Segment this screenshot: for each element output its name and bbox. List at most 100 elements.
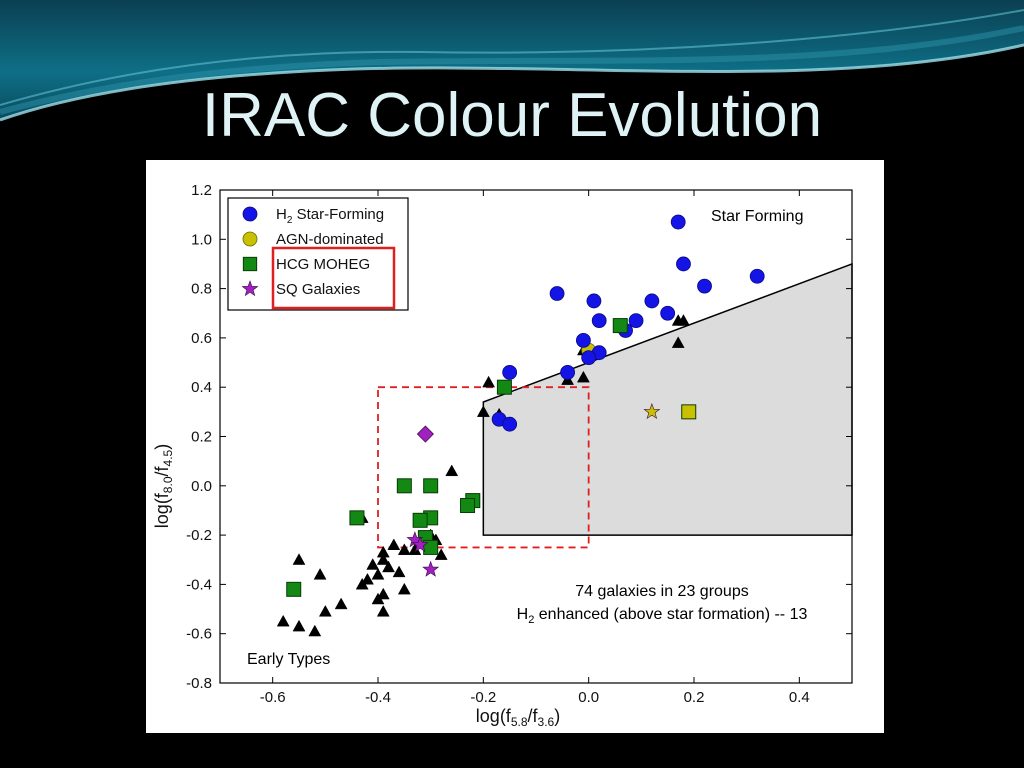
y-axis-title-sub2: 4.5 xyxy=(161,449,175,466)
legend-label: SQ Galaxies xyxy=(276,281,360,298)
early-types-point xyxy=(576,370,590,383)
early-types-point xyxy=(476,405,490,417)
sq-galaxies-point xyxy=(411,536,429,553)
axes-layer: -0.6 -0.4 -0.2 0.0 0.2 0.4 1.2 1.0 0.8 0.6 0.4 0.2 0… xyxy=(186,182,853,706)
hcg-moheg-point xyxy=(286,581,302,597)
y-tick-label: -0.8 xyxy=(186,675,212,692)
h2-star-forming-point xyxy=(749,268,765,284)
hcg-moheg-point xyxy=(349,510,365,526)
h2-star-forming-point xyxy=(591,313,607,329)
h2-enhanced-note-main: H xyxy=(517,606,529,623)
legend-label-main: H xyxy=(276,206,287,223)
x-axis-title-main: log(f xyxy=(476,706,512,726)
y-tick-label: 0.0 xyxy=(191,478,212,495)
x-axis-title: log(f5.8/f3.6) xyxy=(476,706,560,729)
early-types-point xyxy=(387,538,401,551)
x-tick-label: 0.2 xyxy=(684,689,705,706)
early-types-annotation: Early Types xyxy=(247,651,330,668)
header-wave-band xyxy=(0,0,1024,122)
region-layer xyxy=(377,262,853,549)
h2-star-forming-point xyxy=(502,416,518,432)
x-tick-label: -0.2 xyxy=(470,689,496,706)
early-types-point xyxy=(397,543,411,555)
early-types-point xyxy=(276,614,290,627)
early-types-point xyxy=(334,597,348,610)
figure-panel: -0.6 -0.4 -0.2 0.0 0.2 0.4 1.2 1.0 0.8 0.6 0.4 0.2 0… xyxy=(146,160,884,733)
y-tick-label: 0.4 xyxy=(191,379,212,396)
x-tick-label: -0.4 xyxy=(365,689,391,706)
early-types-point xyxy=(677,314,690,326)
y-axis-title-end: ) xyxy=(152,444,172,450)
legend-marker-circle xyxy=(242,206,258,222)
legend-marker-circle xyxy=(242,231,258,247)
points-layer xyxy=(276,214,765,637)
early-types-point xyxy=(361,572,374,585)
h2-enhanced-note-rest: enhanced (above star formation) -- 13 xyxy=(534,606,807,623)
early-types-point xyxy=(671,336,685,348)
sq-galaxies-point xyxy=(422,560,440,577)
h2-star-forming-point xyxy=(586,293,602,309)
x-axis-title-end: ) xyxy=(554,706,560,726)
h2-star-forming-point xyxy=(502,365,518,380)
early-types-point xyxy=(397,582,411,595)
early-types-point xyxy=(318,605,332,617)
hcg-moheg-point xyxy=(423,478,439,494)
x-tick-label: 0.0 xyxy=(578,689,599,706)
h2-star-forming-point xyxy=(581,350,597,366)
x-tick-label: -0.6 xyxy=(260,689,286,706)
y-axis-title: log(f8.0/f4.5) xyxy=(152,444,175,528)
early-types-point xyxy=(355,577,369,590)
legend-label: AGN-dominated xyxy=(276,231,384,248)
early-types-point xyxy=(376,553,390,565)
hcg-moheg-point xyxy=(412,512,428,528)
early-types-point xyxy=(434,548,448,560)
legend-label-rest: Star-Forming xyxy=(292,206,384,223)
legend-marker-star xyxy=(241,280,259,297)
early-types-point xyxy=(371,592,385,605)
scatter-plot: -0.6 -0.4 -0.2 0.0 0.2 0.4 1.2 1.0 0.8 0.6 0.4 0.2 0… xyxy=(152,182,853,729)
early-types-point xyxy=(382,560,395,573)
slide-title: IRAC Colour Evolution xyxy=(201,81,823,150)
h2-star-forming-point xyxy=(660,305,676,321)
legend-label-main: HCG MOHEG xyxy=(276,256,370,273)
h2-star-forming-point xyxy=(644,293,660,309)
y-tick-label: 0.2 xyxy=(191,429,212,446)
h2-star-forming-point xyxy=(575,332,591,348)
h2-star-forming-point xyxy=(697,278,712,294)
legend-highlight-box xyxy=(271,246,396,310)
h2-star-forming-point xyxy=(628,313,644,329)
early-types-point xyxy=(371,568,385,580)
y-tick-label: -0.2 xyxy=(186,527,212,544)
early-types-point xyxy=(482,375,496,388)
early-types-point xyxy=(445,464,459,477)
x-axis-title-sub1: 5.8 xyxy=(511,715,528,729)
star-forming-annotation: Star Forming xyxy=(711,208,803,225)
early-types-point xyxy=(308,624,322,637)
h2-star-forming-point xyxy=(676,256,691,272)
y-axis-title-sub1: 8.0 xyxy=(161,476,175,493)
legend-marker-square xyxy=(242,256,258,272)
y-tick-label: -0.4 xyxy=(186,576,212,593)
x-axis-title-mid: /f xyxy=(528,706,539,726)
y-tick-label: 0.8 xyxy=(191,281,212,298)
h2-enhanced-note: H2 enhanced (above star formation) -- 13 xyxy=(517,606,808,626)
sq-galaxies-diamond-point xyxy=(416,425,434,443)
y-axis-title-main: log(f xyxy=(152,492,172,528)
early-types-point xyxy=(376,587,390,600)
hcg-moheg-point xyxy=(396,478,412,494)
y-axis-title-mid: /f xyxy=(152,465,172,476)
star-forming-region xyxy=(482,262,853,536)
y-tick-label: -0.6 xyxy=(186,626,212,643)
early-types-point xyxy=(292,619,306,632)
y-tick-label: 1.2 xyxy=(191,182,212,199)
early-types-point xyxy=(292,553,306,565)
h2-star-forming-point xyxy=(670,214,686,230)
legend-label: HCG MOHEG xyxy=(276,256,370,273)
h2-enhanced-note-sub: 2 xyxy=(528,614,534,626)
hcg-moheg-point xyxy=(612,318,628,334)
agn-dominated-non-h2-point xyxy=(681,404,697,420)
hcg-moheg-point xyxy=(496,379,512,395)
early-types-point xyxy=(392,565,406,578)
early-types-point xyxy=(366,558,380,570)
early-types-point xyxy=(376,605,390,617)
